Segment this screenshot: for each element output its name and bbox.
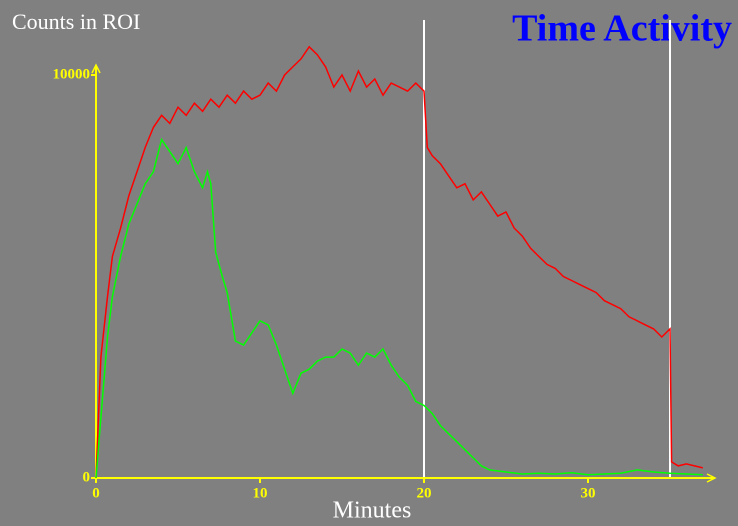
x-tick-label: 10 xyxy=(253,485,268,501)
series-line xyxy=(95,45,703,479)
x-tick-label: 30 xyxy=(581,485,596,501)
x-tick-label: 0 xyxy=(92,485,100,501)
series-line xyxy=(95,137,703,479)
x-tick-label: 20 xyxy=(417,485,432,501)
y-tick-label: 0 xyxy=(83,469,91,485)
y-axis-arrow xyxy=(91,63,101,74)
y-axis-label: Counts in ROI xyxy=(12,9,140,34)
y-tick-label: 10000 xyxy=(53,66,91,82)
x-axis-arrow xyxy=(706,473,717,483)
chart-title: Time Activity xyxy=(512,8,732,50)
x-axis-label: Minutes xyxy=(333,498,412,524)
